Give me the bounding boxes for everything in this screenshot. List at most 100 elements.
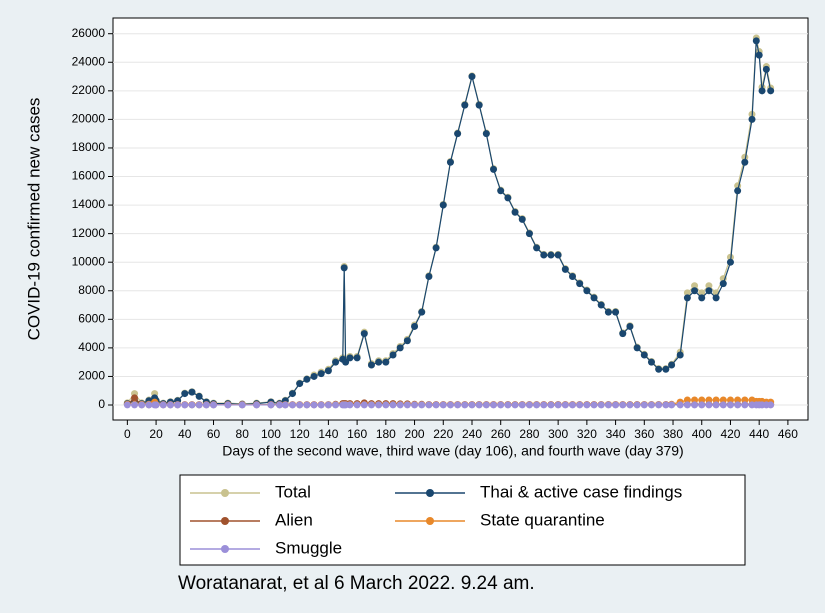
data-point (475, 401, 483, 409)
data-point (525, 401, 533, 409)
x-tick-label: 420 (720, 427, 740, 441)
data-point (576, 280, 584, 288)
data-point (712, 396, 720, 404)
data-point (461, 101, 469, 109)
data-point (303, 401, 311, 409)
data-point (439, 201, 447, 209)
data-point (296, 380, 304, 388)
data-point (604, 401, 612, 409)
x-tick-label: 160 (347, 427, 367, 441)
data-point (698, 401, 706, 409)
legend (179, 474, 746, 566)
data-point (518, 215, 526, 223)
data-point (475, 101, 483, 109)
data-point (734, 401, 742, 409)
data-point (403, 337, 411, 345)
x-tick-label: 260 (491, 427, 511, 441)
data-point (583, 287, 591, 295)
data-point (310, 401, 318, 409)
data-point (446, 401, 454, 409)
data-point (561, 401, 569, 409)
data-point (767, 87, 775, 95)
y-tick-label: 0 (98, 397, 105, 411)
data-point (396, 401, 404, 409)
data-point (439, 401, 447, 409)
y-tick-label: 6000 (78, 311, 105, 325)
data-point (425, 401, 433, 409)
data-point (712, 294, 720, 302)
data-point (511, 208, 519, 216)
data-point (691, 282, 699, 290)
x-tick-label: 400 (692, 427, 712, 441)
y-tick-label: 12000 (72, 226, 106, 240)
legend-marker (221, 545, 229, 553)
data-point (482, 130, 490, 138)
data-point (597, 401, 605, 409)
data-point (683, 289, 691, 297)
data-point (525, 230, 533, 238)
data-point (655, 365, 663, 373)
data-point (454, 130, 462, 138)
data-point (288, 401, 296, 409)
data-point (626, 322, 634, 330)
data-point (683, 294, 691, 302)
data-point (569, 272, 577, 280)
data-point (762, 65, 770, 73)
data-point (253, 401, 261, 409)
data-point (662, 365, 670, 373)
legend-marker (221, 489, 229, 497)
x-tick-label: 120 (290, 427, 310, 441)
data-point (533, 244, 541, 252)
data-point (267, 401, 275, 409)
data-point (303, 375, 311, 383)
x-tick-label: 460 (778, 427, 798, 441)
data-point (741, 153, 749, 161)
data-point (767, 401, 775, 409)
data-point (418, 401, 426, 409)
data-point (676, 401, 684, 409)
data-point (446, 158, 454, 166)
y-tick-label: 24000 (72, 54, 106, 68)
data-point (698, 289, 706, 297)
data-point (662, 401, 670, 409)
y-tick-label: 2000 (78, 369, 105, 383)
data-point (353, 401, 361, 409)
data-point (698, 294, 706, 302)
data-point (152, 401, 160, 409)
data-point (340, 264, 348, 272)
data-point (554, 251, 562, 259)
x-tick-label: 240 (462, 427, 482, 441)
x-tick-label: 380 (663, 427, 683, 441)
y-tick-label: 16000 (72, 169, 106, 183)
legend-marker (221, 517, 229, 525)
data-point (633, 401, 641, 409)
data-point (647, 401, 655, 409)
y-tick-label: 20000 (72, 112, 106, 126)
data-point (647, 358, 655, 366)
data-point (166, 401, 174, 409)
data-point (504, 401, 512, 409)
data-point (719, 280, 727, 288)
data-point (705, 401, 713, 409)
data-point (583, 401, 591, 409)
data-point (195, 401, 203, 409)
x-tick-label: 200 (405, 427, 425, 441)
legend-label: State quarantine (480, 510, 605, 529)
data-point (411, 322, 419, 330)
data-point (468, 401, 476, 409)
data-point (597, 301, 605, 309)
data-point (468, 73, 476, 81)
data-point (145, 401, 153, 409)
data-point (626, 401, 634, 409)
data-point (342, 358, 350, 366)
data-point (741, 401, 749, 409)
data-point (131, 394, 139, 402)
x-tick-label: 0 (124, 427, 131, 441)
x-tick-label: 440 (749, 427, 769, 441)
data-point (504, 194, 512, 202)
data-point (138, 401, 146, 409)
data-point (726, 258, 734, 266)
data-point (668, 361, 676, 369)
data-point (202, 401, 210, 409)
data-point (612, 308, 620, 316)
